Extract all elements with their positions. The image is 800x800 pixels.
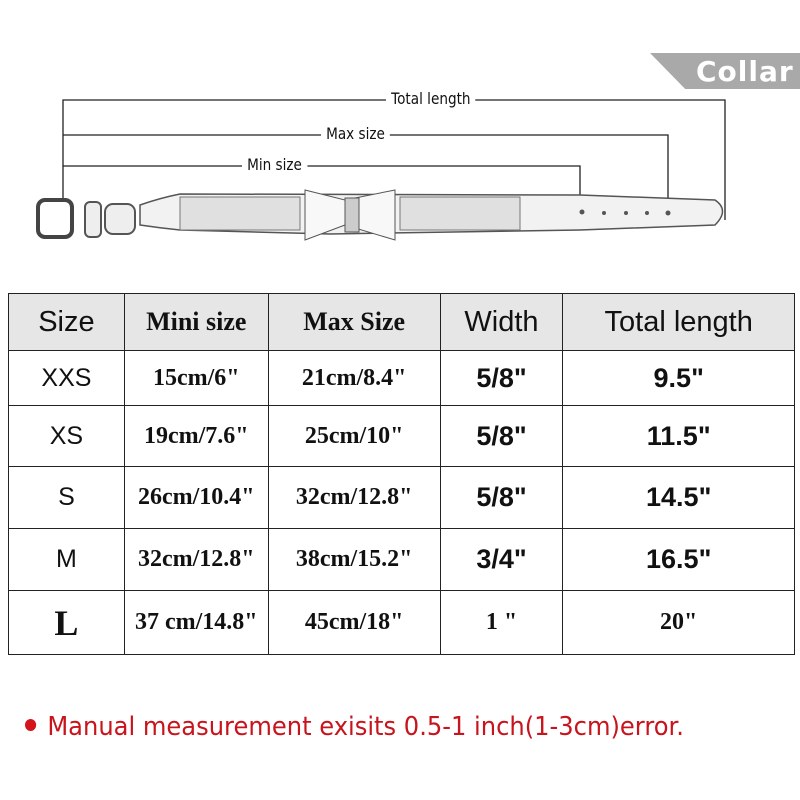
cell-total-length: 20" (562, 590, 795, 655)
measurement-note: Manual measurement exisits 0.5-1 inch(1-… (25, 712, 684, 742)
cell-total-length: 14.5" (562, 466, 795, 529)
banner-label: Collar (696, 55, 794, 88)
cell-width: 5/8" (439, 466, 564, 529)
header-size: Size (8, 293, 125, 351)
max-size-label: Max size (321, 124, 391, 143)
table-row: S 26cm/10.4" 32cm/12.8" 5/8" 14.5" (8, 466, 795, 529)
collar-shape (36, 189, 724, 241)
header-total-length: Total length (562, 293, 795, 351)
cell-mini-size: 37 cm/14.8" (123, 590, 269, 655)
cell-size: XXS (8, 350, 125, 406)
cell-max-size: 38cm/15.2" (267, 528, 441, 591)
cell-width: 3/4" (439, 528, 564, 591)
header-mini-size: Mini size (123, 293, 269, 351)
cell-size: S (8, 466, 125, 529)
cell-size: M (8, 528, 125, 591)
cell-width: 5/8" (439, 405, 564, 467)
cell-size: L (8, 590, 125, 655)
cell-mini-size: 19cm/7.6" (123, 405, 269, 467)
cell-width: 5/8" (439, 350, 564, 406)
table-row: XS 19cm/7.6" 25cm/10" 5/8" 11.5" (8, 405, 795, 467)
max-size-line (63, 134, 669, 218)
table-row: L 37 cm/14.8" 45cm/18" 1 " 20" (8, 590, 795, 655)
cell-total-length: 16.5" (562, 528, 795, 591)
cell-mini-size: 15cm/6" (123, 350, 269, 406)
cell-width: 1 " (439, 590, 564, 655)
table-row: M 32cm/12.8" 38cm/15.2" 3/4" 16.5" (8, 528, 795, 591)
total-length-label: Total length (386, 89, 476, 108)
header-width: Width (439, 293, 564, 351)
cell-max-size: 25cm/10" (267, 405, 441, 467)
cell-max-size: 32cm/12.8" (267, 466, 441, 529)
collar-illustration (36, 99, 726, 241)
cell-total-length: 9.5" (562, 350, 795, 406)
bullet-dot-icon (25, 718, 37, 731)
min-size-label: Min size (242, 155, 308, 174)
note-text: Manual measurement exisits 0.5-1 inch(1-… (47, 712, 684, 742)
collar-diagram: Total length Max size Min size (0, 80, 800, 250)
table-row: XXS 15cm/6" 21cm/8.4" 5/8" 9.5" (8, 350, 795, 406)
cell-total-length: 11.5" (562, 405, 795, 467)
cell-size: XS (8, 405, 125, 467)
table-header-row: Size Mini size Max Size Width Total leng… (8, 293, 795, 351)
size-chart-table: Size Mini size Max Size Width Total leng… (8, 293, 795, 655)
cell-mini-size: 26cm/10.4" (123, 466, 269, 529)
cell-max-size: 45cm/18" (267, 590, 441, 655)
cell-mini-size: 32cm/12.8" (123, 528, 269, 591)
cell-max-size: 21cm/8.4" (267, 350, 441, 406)
header-max-size: Max Size (267, 293, 441, 351)
